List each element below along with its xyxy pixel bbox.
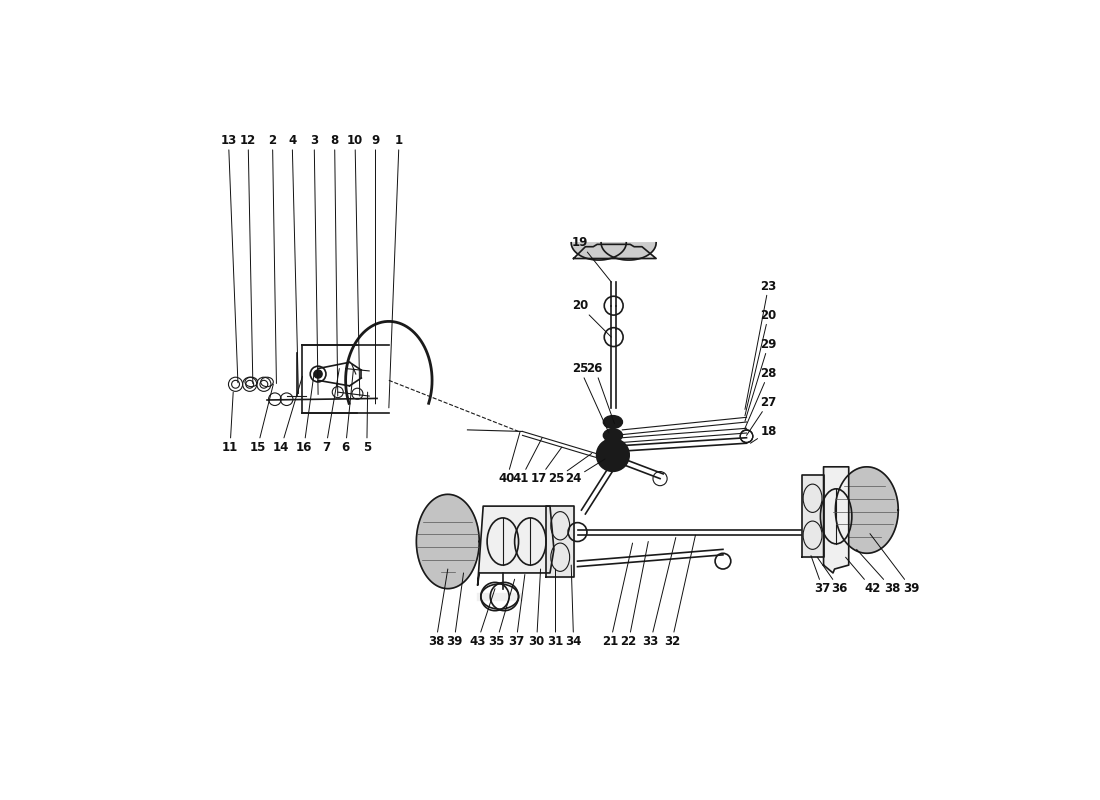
Text: 11: 11 bbox=[222, 392, 239, 454]
Polygon shape bbox=[477, 506, 554, 585]
Text: 3: 3 bbox=[310, 134, 318, 394]
Text: 30: 30 bbox=[528, 569, 544, 648]
Text: 1: 1 bbox=[388, 134, 403, 408]
Text: 19: 19 bbox=[572, 236, 612, 282]
Text: 36: 36 bbox=[817, 558, 847, 595]
Text: 22: 22 bbox=[620, 542, 648, 648]
Text: 38: 38 bbox=[428, 569, 448, 648]
Text: 20: 20 bbox=[745, 309, 777, 416]
Polygon shape bbox=[802, 474, 824, 558]
Polygon shape bbox=[571, 242, 626, 260]
Text: 21: 21 bbox=[603, 543, 632, 648]
Text: 25: 25 bbox=[548, 454, 592, 485]
Text: 31: 31 bbox=[548, 569, 563, 648]
Text: 37: 37 bbox=[811, 556, 830, 595]
Polygon shape bbox=[573, 244, 656, 258]
Ellipse shape bbox=[604, 429, 623, 442]
Text: 14: 14 bbox=[273, 377, 303, 454]
Polygon shape bbox=[417, 494, 480, 589]
Text: 41: 41 bbox=[513, 438, 542, 485]
Text: 27: 27 bbox=[747, 396, 777, 435]
Text: 12: 12 bbox=[240, 134, 256, 383]
Circle shape bbox=[315, 370, 322, 378]
Text: 34: 34 bbox=[565, 565, 582, 648]
Text: 23: 23 bbox=[745, 279, 777, 410]
Text: 15: 15 bbox=[250, 384, 273, 454]
Text: 16: 16 bbox=[296, 373, 315, 454]
Text: 13: 13 bbox=[220, 134, 238, 382]
Text: 9: 9 bbox=[372, 134, 379, 404]
Text: 33: 33 bbox=[642, 538, 675, 648]
Text: 32: 32 bbox=[663, 535, 695, 648]
Text: 24: 24 bbox=[565, 459, 605, 485]
Polygon shape bbox=[601, 242, 656, 260]
Text: 18: 18 bbox=[750, 425, 777, 443]
Text: 28: 28 bbox=[745, 366, 777, 428]
Text: 26: 26 bbox=[586, 362, 615, 423]
Polygon shape bbox=[835, 467, 899, 554]
Text: 4: 4 bbox=[288, 134, 298, 394]
Polygon shape bbox=[546, 506, 573, 577]
Text: 10: 10 bbox=[346, 134, 363, 396]
Text: 37: 37 bbox=[508, 574, 525, 648]
Text: 6: 6 bbox=[341, 369, 353, 454]
Text: 38: 38 bbox=[857, 550, 900, 595]
Text: 42: 42 bbox=[846, 558, 880, 595]
Text: 5: 5 bbox=[363, 392, 371, 454]
Text: 20: 20 bbox=[572, 299, 612, 337]
Text: 40: 40 bbox=[498, 431, 520, 485]
Text: 7: 7 bbox=[322, 369, 339, 454]
Text: 29: 29 bbox=[745, 338, 777, 422]
Text: 43: 43 bbox=[470, 589, 495, 648]
Text: 8: 8 bbox=[330, 134, 339, 396]
Text: 2: 2 bbox=[268, 134, 276, 383]
Text: 17: 17 bbox=[531, 447, 562, 485]
Text: 35: 35 bbox=[488, 579, 515, 648]
Text: 39: 39 bbox=[870, 534, 920, 595]
Text: 25: 25 bbox=[572, 362, 609, 433]
Text: 39: 39 bbox=[446, 573, 463, 648]
Ellipse shape bbox=[604, 416, 623, 428]
Polygon shape bbox=[824, 467, 849, 573]
Circle shape bbox=[597, 439, 628, 470]
